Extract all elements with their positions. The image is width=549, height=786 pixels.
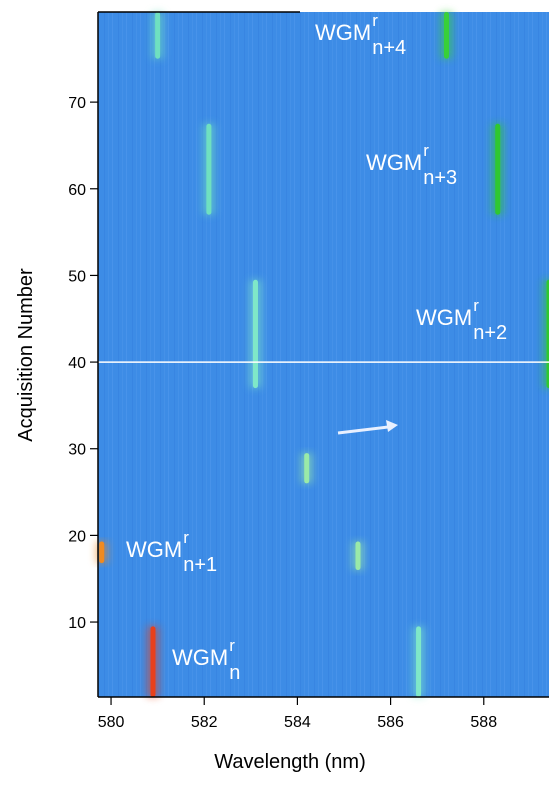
annotation-sup: r [183,528,189,547]
y-tick-label: 20 [68,528,86,545]
streak [253,280,258,388]
annotation-sub: n+2 [473,322,507,344]
y-axis-label: Acquisition Number [15,268,37,442]
streak [495,124,500,215]
y-tick-label: 50 [68,268,86,285]
streak [416,626,421,697]
x-tick-label: 582 [191,714,218,731]
annotation-sub: n+4 [372,37,406,59]
y-tick-label: 40 [68,355,86,372]
annotation-text: WGM [315,20,371,45]
x-tick-label: 580 [98,714,125,731]
annotation-sub: n [229,662,240,684]
streak [99,541,104,563]
annotation-text: WGM [126,537,182,562]
plot-texture [98,12,549,697]
streak [304,453,309,483]
y-tick-label: 60 [68,182,86,199]
y-tick-label: 10 [68,615,86,632]
annotation-text: WGM [366,150,422,175]
streak [206,124,211,215]
x-axis-label: Wavelength (nm) [214,751,366,773]
y-tick-label: 70 [68,95,86,112]
streak [444,12,449,59]
annotation-text: WGM [172,645,228,670]
annotation-sup: r [423,141,429,160]
x-tick-label: 586 [377,714,404,731]
x-tick-label: 588 [470,714,497,731]
annotation-sub: n+3 [423,167,457,189]
streak [155,12,160,59]
x-tick-label: 584 [284,714,311,731]
annotation-sup: r [229,636,235,655]
streak [355,541,360,570]
streak [150,626,155,697]
annotation-sup: r [372,11,378,30]
annotation-text: WGM [416,305,472,330]
y-tick-label: 30 [68,442,86,459]
annotation-sub: n+1 [183,554,217,576]
annotation-sup: r [473,296,479,315]
